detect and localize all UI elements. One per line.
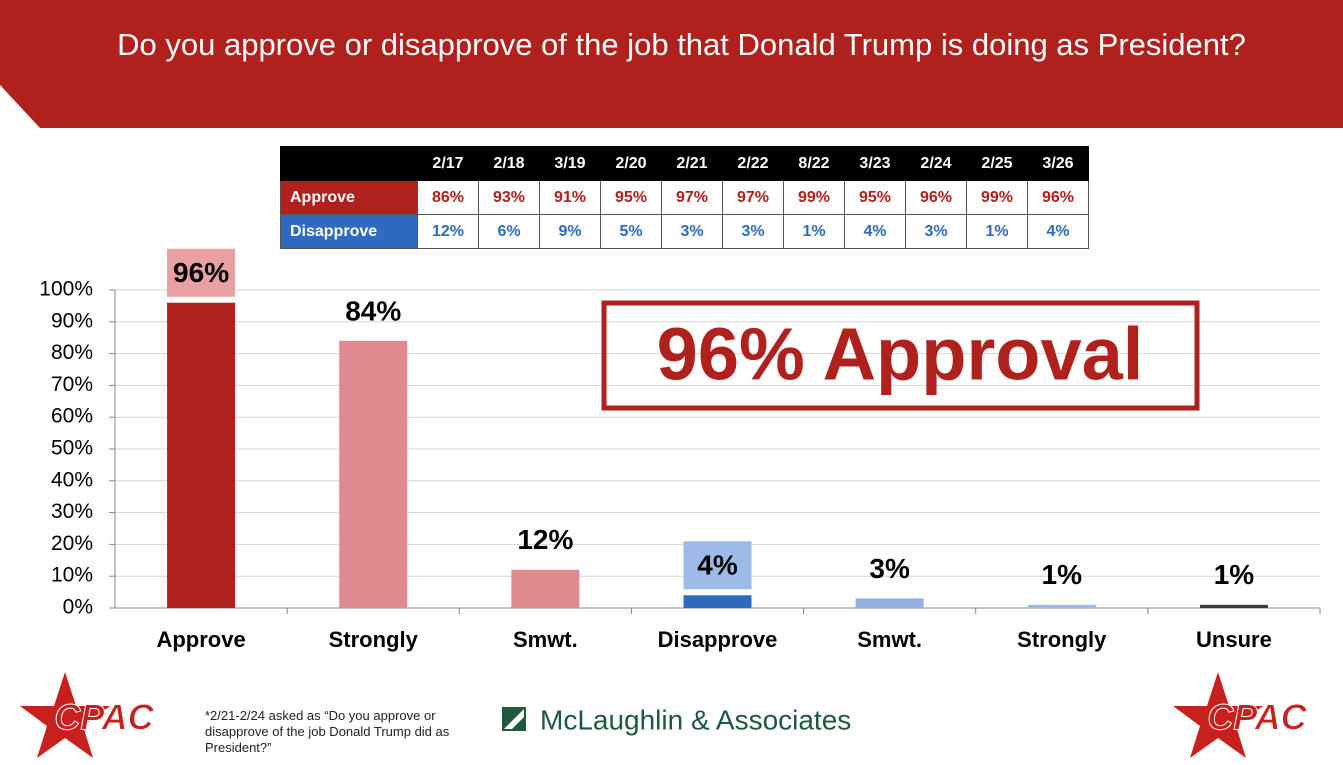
bar [339,340,408,608]
table-cell: 93% [478,180,540,215]
table-cell: 95% [600,180,662,215]
slide-title: Do you approve or disapprove of the job … [117,27,1246,62]
y-tick-label: 80% [51,341,93,364]
bar [855,598,924,608]
x-tick-label: Unsure [1196,627,1272,652]
table-row: Approve 86% 93% 91% 95% 97% 97% 99% 95% 96% 99% 96% [280,180,1089,215]
column-header: 8/22 [783,146,845,181]
x-tick-label: Strongly [329,627,419,652]
table-cell: 96% [905,180,967,215]
x-tick-label: Disapprove [658,627,778,652]
value-label: 84% [345,295,401,326]
logo-text: CPAC [1207,697,1307,738]
table-cell: 97% [722,180,784,215]
column-header: 3/26 [1027,146,1089,181]
column-header: 3/23 [844,146,906,181]
value-label: 4% [697,550,738,581]
logo-text: CPAC [54,697,154,738]
callout: 96% Approval [657,313,1144,396]
table-cell: 99% [966,180,1028,215]
table-corner [280,146,418,181]
footnote: *2/21-2/24 asked as “Do you approve or d… [205,708,450,755]
table-cell: 3% [905,214,967,249]
value-label: 96% [173,257,229,288]
column-header: 2/25 [966,146,1028,181]
y-tick-label: 50% [51,437,93,460]
cpac-logo-right: CPAC [1173,672,1308,758]
bar [1199,604,1268,608]
table-cell: 4% [1027,214,1089,249]
column-header: 2/21 [661,146,723,181]
table-cell: 1% [966,214,1028,249]
column-header: 3/19 [539,146,601,181]
header-band [0,0,1343,128]
y-tick-label: 70% [51,373,93,396]
table-cell: 6% [478,214,540,249]
column-header: 2/20 [600,146,662,181]
x-tick-label: Approve [156,627,245,652]
y-tick-label: 100% [39,278,93,301]
column-header: 2/17 [417,146,479,181]
table-cell: 1% [783,214,845,249]
x-tick-label: Smwt. [857,627,922,652]
bar [167,302,236,608]
trend-table: 2/17 2/18 3/19 2/20 2/21 2/22 8/22 3/23 2/24 2/25… [280,146,1089,249]
y-tick-label: 90% [51,309,93,332]
row-label: Approve [280,180,418,215]
table-cell: 86% [417,180,479,215]
table-cell: 3% [722,214,784,249]
column-header: 2/22 [722,146,784,181]
bar [1027,604,1096,608]
value-label: 12% [517,524,573,555]
y-tick-label: 0% [63,596,93,619]
value-label-box [167,248,236,297]
table-row: Disapprove 12% 6% 9% 5% 3% 3% 1% 4% 3% 1% 4% [280,214,1089,249]
table-cell: 4% [844,214,906,249]
mclaughlin-logo: McLaughlin & Associates [502,704,851,735]
cpac-logo-left: CPAC [20,672,155,758]
callout-box [601,300,1200,411]
logo-text: McLaughlin & Associates [540,704,851,735]
table-cell: 95% [844,180,906,215]
bar [683,595,752,608]
table-cell: 9% [539,214,601,249]
x-tick-label: Strongly [1017,627,1107,652]
y-tick-label: 20% [51,532,93,555]
value-label: 3% [869,553,910,584]
y-tick-label: 60% [51,405,93,428]
value-label: 1% [1042,559,1083,590]
table-cell: 3% [661,214,723,249]
row-label: Disapprove [280,214,418,249]
x-tick-label: Smwt. [513,627,578,652]
value-label-box [683,541,752,590]
value-label: 1% [1214,559,1255,590]
y-tick-label: 30% [51,500,93,523]
y-tick-label: 10% [51,564,93,587]
bar [511,569,580,608]
column-header: 2/24 [905,146,967,181]
y-tick-label: 40% [51,468,93,491]
table-header-row: 2/17 2/18 3/19 2/20 2/21 2/22 8/22 3/23 2/24 2/25… [280,146,1089,181]
